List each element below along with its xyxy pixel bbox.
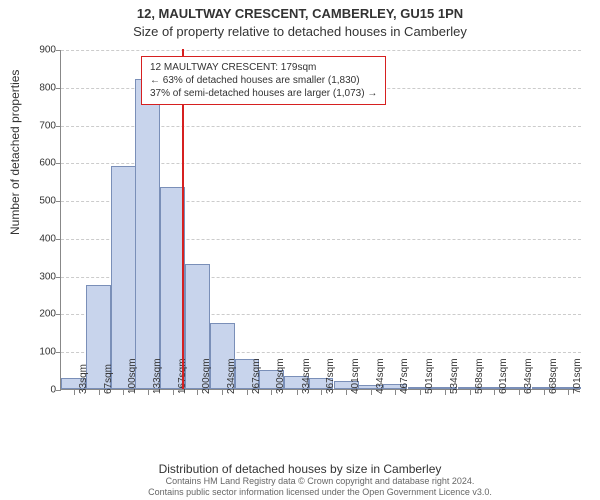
ytick-mark bbox=[56, 277, 61, 278]
ytick-label: 800 bbox=[39, 82, 56, 93]
xtick-mark bbox=[297, 390, 298, 395]
xtick-mark bbox=[321, 390, 322, 395]
xtick-mark bbox=[395, 390, 396, 395]
xtick-label: 634sqm bbox=[523, 358, 534, 394]
ytick-mark bbox=[56, 126, 61, 127]
ytick-label: 200 bbox=[39, 309, 56, 320]
xtick-label: 300sqm bbox=[275, 358, 286, 394]
xtick-mark bbox=[568, 390, 569, 395]
ytick-label: 500 bbox=[39, 196, 56, 207]
xtick-mark bbox=[271, 390, 272, 395]
footer-line2: Contains public sector information licen… bbox=[60, 487, 580, 498]
xtick-mark bbox=[74, 390, 75, 395]
ytick-label: 900 bbox=[39, 45, 56, 56]
xtick-mark bbox=[420, 390, 421, 395]
plot-area: 010020030040050060070080090033sqm67sqm10… bbox=[60, 50, 580, 390]
ytick-mark bbox=[56, 314, 61, 315]
xtick-mark bbox=[99, 390, 100, 395]
histogram-bar bbox=[111, 166, 136, 389]
xtick-label: 601sqm bbox=[498, 358, 509, 394]
xtick-label: 534sqm bbox=[449, 358, 460, 394]
xtick-label: 200sqm bbox=[201, 358, 212, 394]
xtick-label: 401sqm bbox=[350, 358, 361, 394]
ytick-mark bbox=[56, 50, 61, 51]
xtick-label: 67sqm bbox=[103, 364, 114, 394]
xtick-label: 234sqm bbox=[226, 358, 237, 394]
xtick-mark bbox=[148, 390, 149, 395]
xtick-label: 100sqm bbox=[127, 358, 138, 394]
xtick-label: 133sqm bbox=[152, 358, 163, 394]
xtick-label: 668sqm bbox=[548, 358, 559, 394]
annotation-line1: 12 MAULTWAY CRESCENT: 179sqm bbox=[150, 61, 377, 74]
ytick-label: 300 bbox=[39, 271, 56, 282]
xtick-mark bbox=[519, 390, 520, 395]
xtick-mark bbox=[247, 390, 248, 395]
ytick-mark bbox=[56, 239, 61, 240]
footer-line1: Contains HM Land Registry data © Crown c… bbox=[60, 476, 580, 487]
x-axis-label: Distribution of detached houses by size … bbox=[0, 462, 600, 476]
xtick-label: 701sqm bbox=[572, 358, 583, 394]
xtick-mark bbox=[470, 390, 471, 395]
annotation-line2: ← 63% of detached houses are smaller (1,… bbox=[150, 74, 377, 87]
annotation-line3: 37% of semi-detached houses are larger (… bbox=[150, 87, 377, 100]
ytick-label: 0 bbox=[50, 385, 56, 396]
ytick-mark bbox=[56, 352, 61, 353]
xtick-label: 33sqm bbox=[78, 364, 89, 394]
ytick-label: 600 bbox=[39, 158, 56, 169]
grid-line bbox=[61, 50, 581, 51]
xtick-mark bbox=[445, 390, 446, 395]
xtick-label: 467sqm bbox=[399, 358, 410, 394]
ytick-label: 700 bbox=[39, 120, 56, 131]
histogram-bar bbox=[135, 79, 160, 389]
xtick-label: 434sqm bbox=[375, 358, 386, 394]
ytick-mark bbox=[56, 163, 61, 164]
ytick-label: 100 bbox=[39, 347, 56, 358]
ytick-label: 400 bbox=[39, 233, 56, 244]
chart-container: 010020030040050060070080090033sqm67sqm10… bbox=[60, 50, 580, 420]
xtick-mark bbox=[544, 390, 545, 395]
xtick-label: 267sqm bbox=[251, 358, 262, 394]
xtick-mark bbox=[197, 390, 198, 395]
xtick-mark bbox=[173, 390, 174, 395]
xtick-label: 501sqm bbox=[424, 358, 435, 394]
xtick-label: 367sqm bbox=[325, 358, 336, 394]
ytick-mark bbox=[56, 390, 61, 391]
ytick-mark bbox=[56, 88, 61, 89]
xtick-mark bbox=[346, 390, 347, 395]
ytick-mark bbox=[56, 201, 61, 202]
annotation-box: 12 MAULTWAY CRESCENT: 179sqm← 63% of det… bbox=[141, 56, 386, 105]
xtick-mark bbox=[494, 390, 495, 395]
xtick-mark bbox=[123, 390, 124, 395]
chart-title-description: Size of property relative to detached ho… bbox=[0, 24, 600, 39]
xtick-label: 334sqm bbox=[301, 358, 312, 394]
xtick-label: 568sqm bbox=[474, 358, 485, 394]
y-axis-label: Number of detached properties bbox=[8, 70, 22, 235]
chart-title-address: 12, MAULTWAY CRESCENT, CAMBERLEY, GU15 1… bbox=[0, 6, 600, 21]
attribution-footer: Contains HM Land Registry data © Crown c… bbox=[60, 476, 580, 498]
xtick-mark bbox=[222, 390, 223, 395]
xtick-mark bbox=[371, 390, 372, 395]
